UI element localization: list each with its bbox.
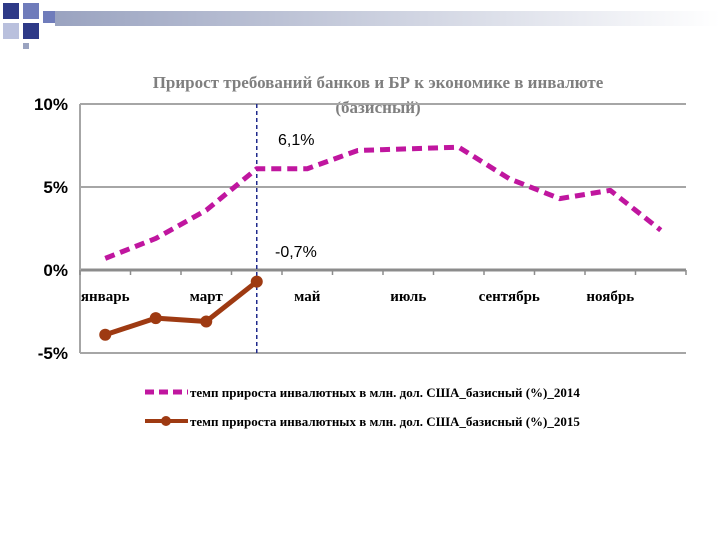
chart-title: Прирост требований банков и БР к экономи… xyxy=(153,73,604,92)
series-line-0 xyxy=(104,144,663,261)
header-gradient-bar xyxy=(55,11,720,26)
deco-square xyxy=(43,11,55,23)
annotation-2014-april: 6,1% xyxy=(278,132,314,149)
data-point-marker xyxy=(200,315,213,328)
x-tick-label: январь xyxy=(81,289,130,305)
annotation-2015-april: -0,7% xyxy=(275,244,317,261)
deco-square xyxy=(23,23,39,39)
y-tick-label: 5% xyxy=(43,178,68,197)
x-tick-label: ноябрь xyxy=(586,289,634,305)
series-line-1 xyxy=(104,279,259,338)
legend-label-2015: темп прироста инвалютных в млн. дол. США… xyxy=(190,414,580,429)
legend-label-2014: темп прироста инвалютных в млн. дол. США… xyxy=(190,385,580,400)
x-tick-label: сентябрь xyxy=(479,289,540,305)
y-tick-label: -5% xyxy=(38,344,68,363)
deco-square xyxy=(23,3,39,19)
y-axis-ticks: 10% 5% 0% -5% xyxy=(34,95,68,363)
data-point-marker xyxy=(99,328,112,341)
data-point-marker xyxy=(149,312,162,325)
chart-subtitle: (базисный) xyxy=(335,98,420,117)
legend-marker-2015 xyxy=(161,416,171,426)
deco-square xyxy=(3,3,19,19)
legend: темп прироста инвалютных в млн. дол. США… xyxy=(145,385,580,429)
x-axis-ticks: январь март май июль сентябрь ноябрь xyxy=(79,270,687,305)
y-tick-label: 10% xyxy=(34,95,68,114)
y-tick-label: 0% xyxy=(43,261,68,280)
x-tick-label: май xyxy=(294,289,321,305)
slide-decoration xyxy=(3,3,720,49)
deco-square xyxy=(3,23,19,39)
x-tick-label: март xyxy=(190,289,224,305)
deco-square xyxy=(23,43,29,49)
x-tick-label: июль xyxy=(390,289,426,305)
data-point-marker xyxy=(250,275,263,288)
series-group xyxy=(99,144,663,341)
